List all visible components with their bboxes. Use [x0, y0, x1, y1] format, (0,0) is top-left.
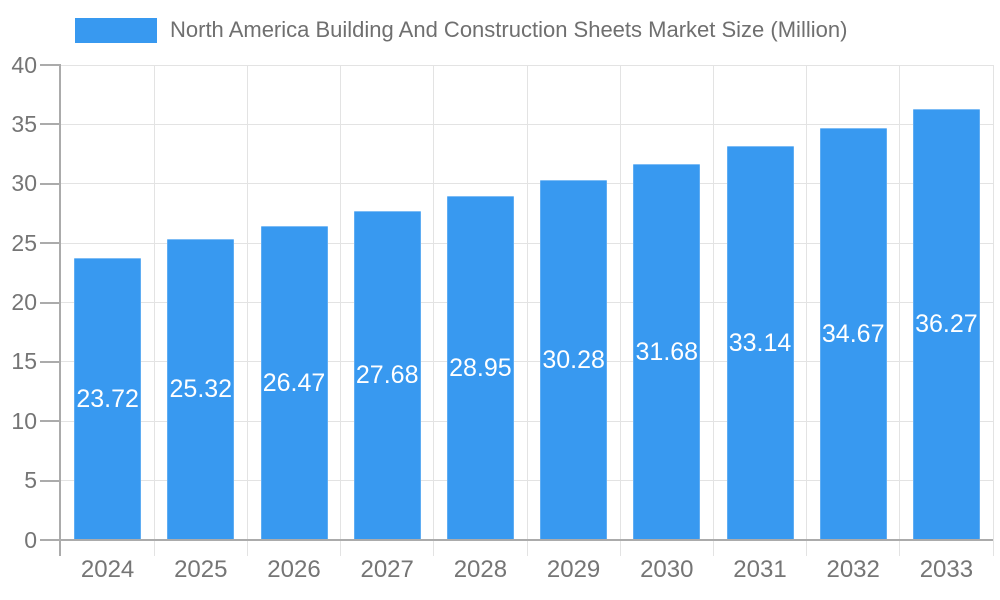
bar[interactable]: 28.95: [446, 196, 514, 540]
y-axis-label: 5: [24, 467, 37, 494]
x-gridline: [712, 65, 714, 556]
bar-value-label: 27.68: [355, 361, 419, 389]
x-gridline: [340, 65, 342, 556]
bar[interactable]: 36.27: [912, 109, 980, 540]
bar[interactable]: 31.68: [633, 164, 701, 540]
bar-value-label: 31.68: [635, 337, 699, 366]
y-axis-tick: [40, 539, 61, 541]
x-axis-label: 2031: [733, 556, 787, 583]
legend[interactable]: North America Building And Construction …: [75, 17, 847, 43]
y-axis-label: 25: [11, 229, 37, 256]
x-axis-label: 2024: [80, 556, 135, 583]
y-axis-label: 15: [11, 348, 37, 375]
legend-label: North America Building And Construction …: [170, 17, 848, 42]
bar[interactable]: 23.72: [74, 258, 142, 540]
x-gridline: [899, 65, 901, 556]
bar[interactable]: 27.68: [353, 211, 421, 540]
y-axis-tick: [40, 479, 61, 482]
y-axis-tick: [40, 360, 61, 363]
x-axis-line: [59, 539, 993, 541]
x-axis-label: 2029: [546, 556, 601, 583]
bar-value-label: 30.28: [542, 345, 605, 374]
plot-area: 0 5 10 15 20 25 30 35 40 23.72 25.32 26.47 27.68 28.9…: [11, 53, 994, 583]
y-axis-tick: [40, 182, 61, 185]
x-axis-label: 2025: [174, 556, 228, 583]
bar[interactable]: 33.14: [726, 146, 794, 540]
bar[interactable]: 34.67: [819, 128, 887, 540]
bar[interactable]: 30.28: [540, 180, 608, 540]
y-axis-label: 0: [24, 526, 37, 553]
x-gridline: [992, 65, 994, 556]
y-axis-tick: [40, 301, 61, 304]
bar[interactable]: 26.47: [260, 226, 328, 540]
x-gridline: [153, 65, 155, 556]
bar-value-label: 34.67: [821, 319, 885, 348]
y-axis-tick: [40, 123, 61, 126]
x-axis-label: 2033: [919, 556, 974, 583]
x-axis-label: 2032: [826, 556, 880, 583]
x-axis-label: 2026: [267, 556, 321, 583]
x-gridline: [526, 65, 528, 556]
y-axis-line: [59, 65, 61, 556]
y-axis-label: 10: [11, 407, 37, 434]
x-axis-label: 2028: [453, 556, 508, 583]
legend-swatch: [75, 17, 157, 43]
y-axis-label: 40: [11, 51, 37, 78]
x-axis-label: 2027: [360, 556, 414, 583]
bar-value-label: 25.32: [169, 375, 233, 403]
x-gridline: [246, 65, 248, 556]
y-axis-label: 20: [11, 289, 37, 315]
bar-value-label: 28.95: [449, 353, 512, 382]
bar[interactable]: 25.32: [167, 239, 235, 540]
bar-value-label: 26.47: [262, 368, 326, 397]
y-axis-tick: [40, 64, 61, 66]
y-axis-label: 35: [11, 110, 37, 137]
bar-value-label: 33.14: [728, 328, 792, 357]
y-axis-tick: [40, 420, 61, 423]
x-gridline: [806, 65, 808, 556]
x-gridline: [619, 65, 621, 556]
x-axis-label: 2030: [640, 556, 694, 583]
y-axis-tick: [40, 242, 61, 245]
bar-value-label: 36.27: [915, 310, 978, 338]
bar-value-label: 23.72: [76, 384, 139, 413]
y-axis-label: 30: [11, 170, 37, 197]
x-gridline: [433, 65, 435, 556]
